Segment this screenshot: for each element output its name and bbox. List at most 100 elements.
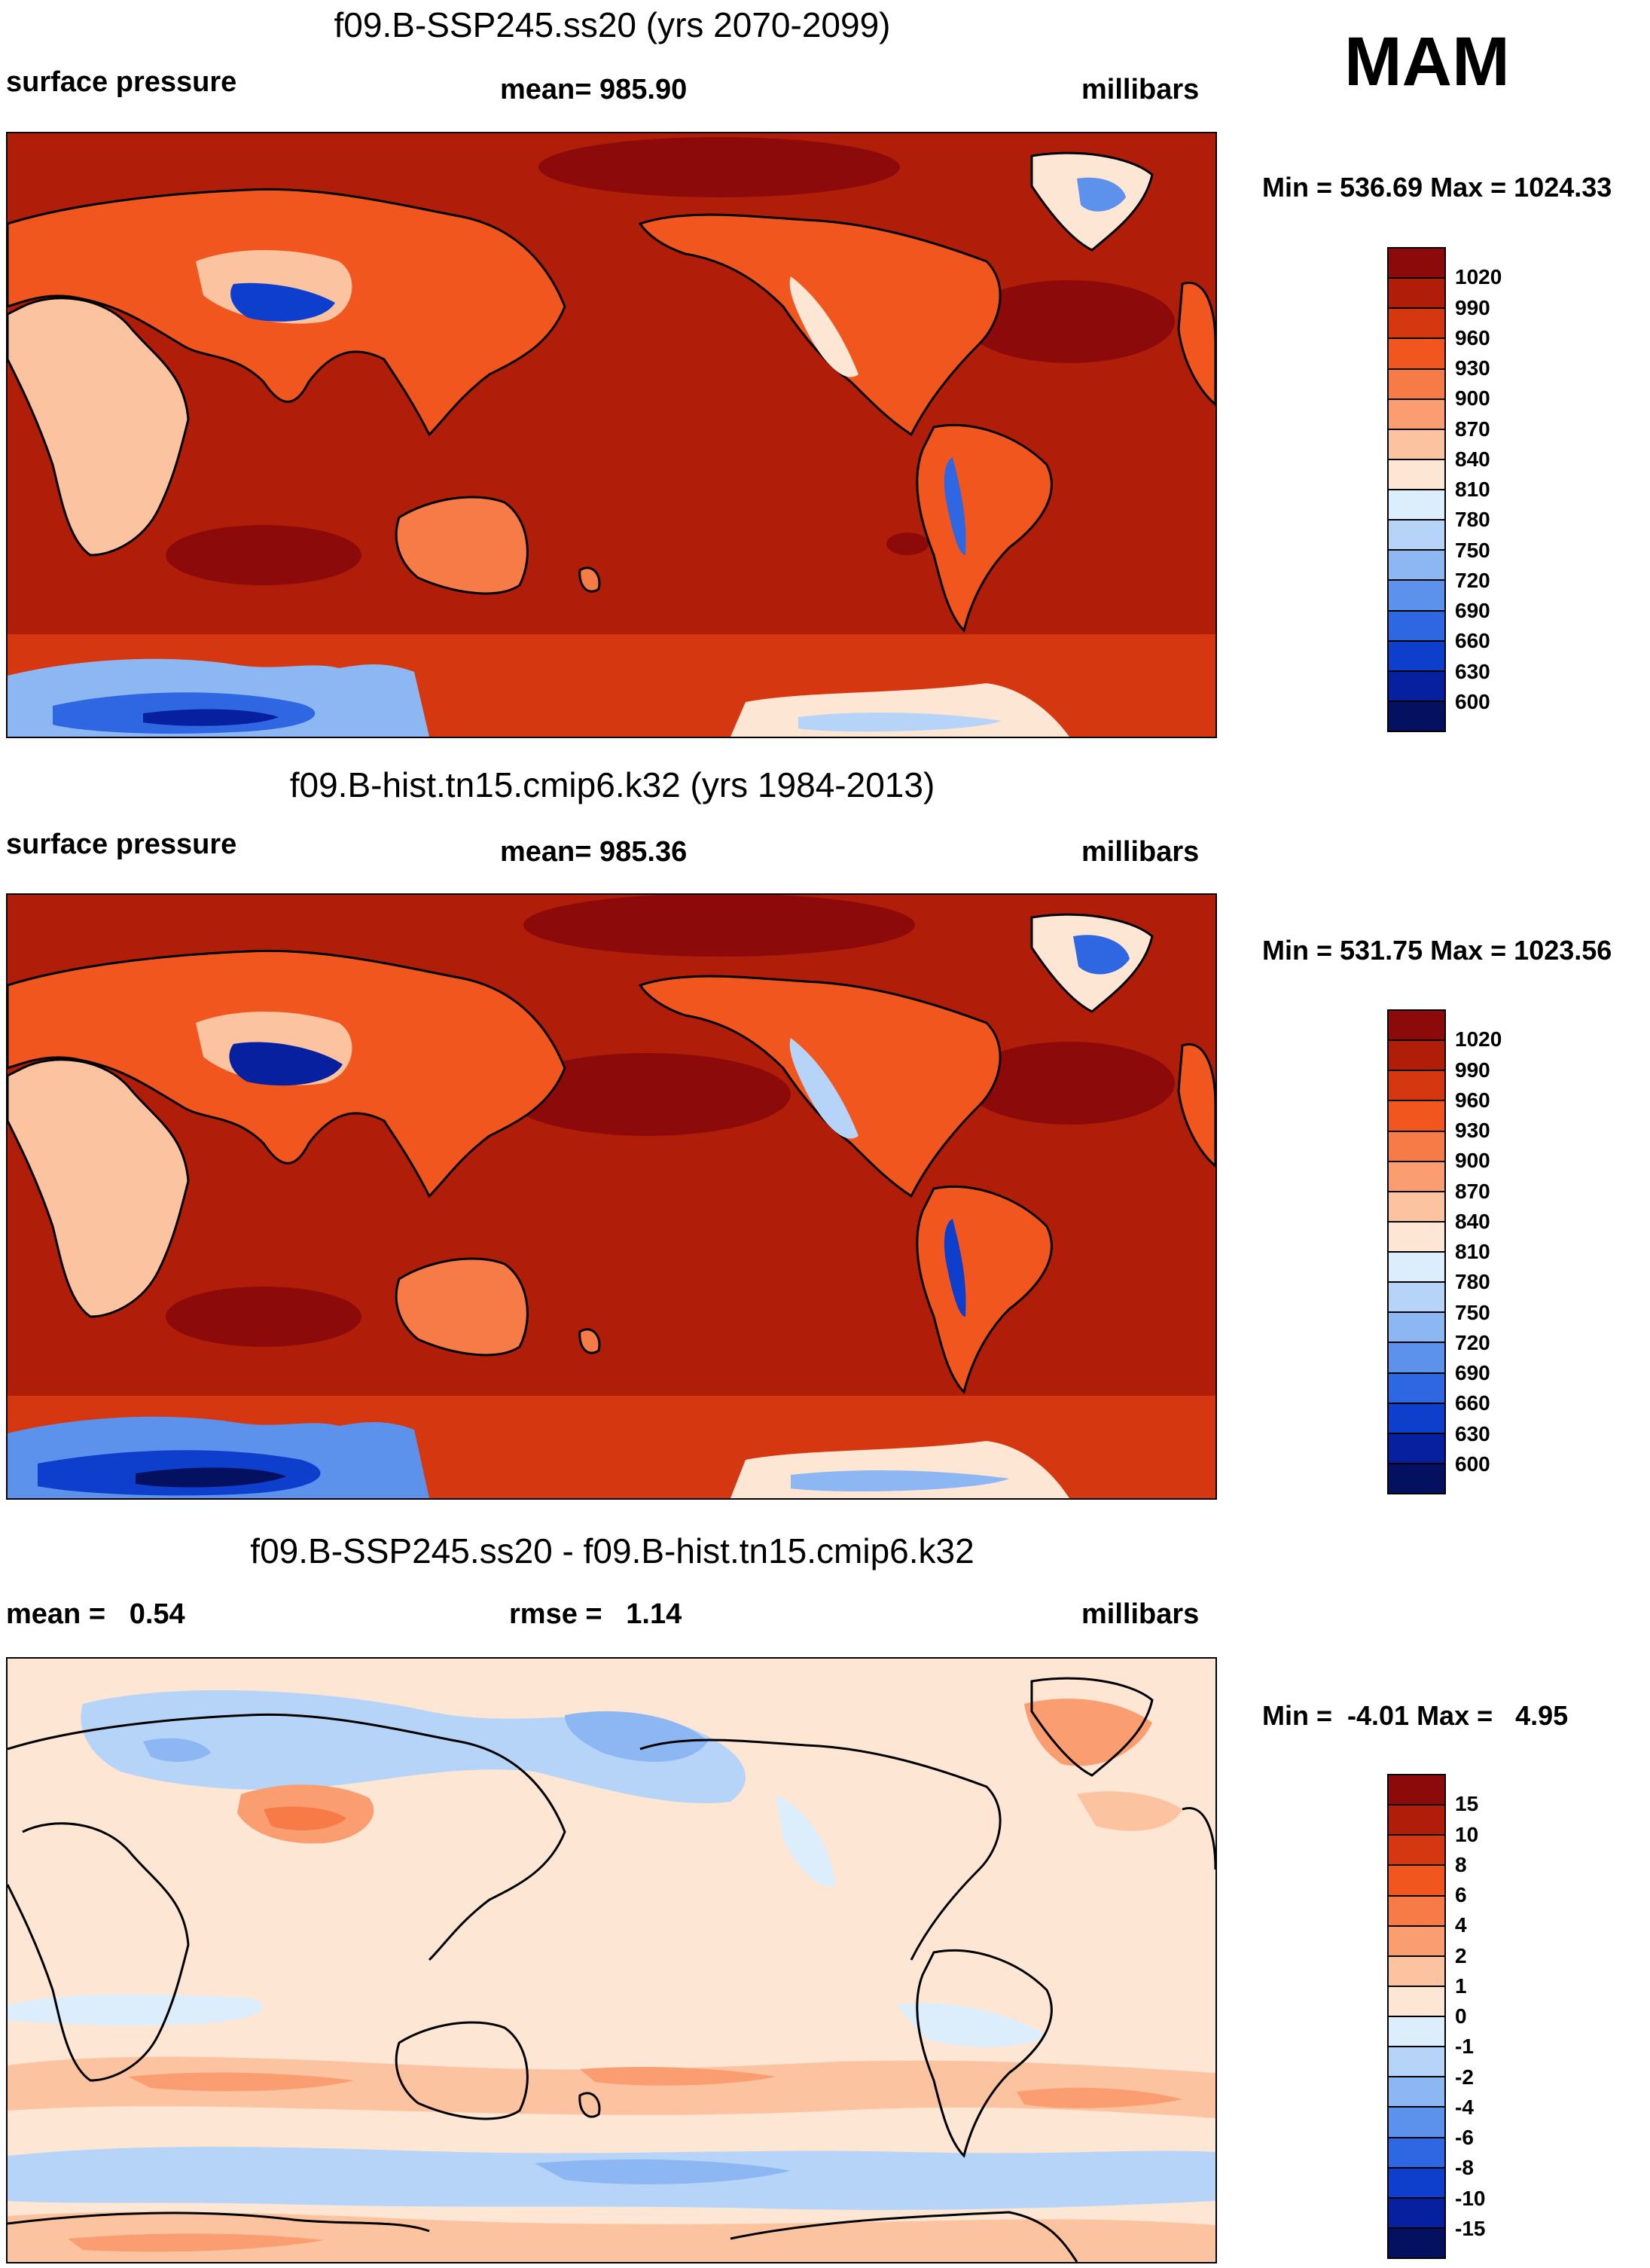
colorbar-1-tick: 960 — [1455, 325, 1490, 350]
antarctica-core — [136, 1467, 286, 1488]
colorbar-2-swatch — [1389, 1433, 1444, 1464]
new-zealand — [578, 1328, 601, 1354]
high-pressure-cell-atlantic — [964, 1042, 1175, 1125]
indian-ocean-negative — [8, 1994, 264, 2026]
colorbar-2-swatch — [1389, 1222, 1444, 1253]
high-pressure-cell-atlantic — [964, 280, 1175, 363]
colorbar-3-tick: -6 — [1455, 2126, 1474, 2149]
colorbar-2-tick: 690 — [1455, 1361, 1490, 1384]
colorbar-1-swatch — [1389, 339, 1444, 370]
colorbar-1-tick: 690 — [1455, 599, 1490, 622]
panel-3-map — [6, 1657, 1217, 2263]
colorbar-1-tick: 1020 — [1455, 265, 1502, 289]
colorbar-1-tick: 870 — [1455, 417, 1490, 441]
colorbar-2-swatch — [1389, 1283, 1444, 1314]
colorbar-1-tick: 840 — [1455, 447, 1490, 471]
antarctica-core — [143, 709, 279, 726]
colorbar-3-swatch — [1389, 1956, 1444, 1987]
rocky-mountains — [789, 1038, 859, 1139]
australia-coastline — [395, 2021, 529, 2120]
colorbar-1-swatch — [1389, 249, 1444, 279]
greenland-positive — [1024, 1699, 1152, 1766]
panel-1-minmax: Min = 536.69 Max = 1024.33 — [1262, 172, 1612, 203]
colorbar-3-tick: -8 — [1455, 2156, 1474, 2180]
colorbar-1-swatch — [1389, 490, 1444, 521]
colorbar-1-tick: 750 — [1455, 538, 1490, 562]
colorbar-3-swatch — [1389, 2198, 1444, 2229]
season-label: MAM — [1344, 23, 1510, 100]
panel-3-left-label: mean = 0.54 — [6, 1598, 185, 1630]
colorbar-3-tick: -10 — [1455, 2186, 1486, 2210]
panel-2-right-label: millibars — [1081, 836, 1200, 868]
central-asia-positive-core — [264, 1806, 346, 1830]
colorbar-3-swatch — [1389, 1775, 1444, 1806]
colorbar-3-tick: -2 — [1455, 2065, 1474, 2089]
south-atlantic-positive-core — [1017, 2087, 1182, 2108]
colorbar-3-tick: 2 — [1455, 1943, 1467, 1967]
new-zealand-coastline — [578, 2092, 601, 2118]
greenland-coastline — [1030, 1677, 1154, 1777]
high-pressure-cell-south-pacific — [886, 533, 929, 555]
rocky-mountains — [789, 276, 859, 377]
colorbar-1-swatch — [1389, 551, 1444, 581]
antarctica-positive — [8, 2212, 1215, 2262]
colorbar-2-swatch — [1389, 1403, 1444, 1434]
high-pressure-cell-arctic — [538, 137, 900, 197]
colorbar-1-swatch — [1389, 279, 1444, 310]
panel-1-center-label: mean= 985.90 — [500, 74, 688, 105]
colorbar-2-tick: 870 — [1455, 1179, 1490, 1203]
panel-2-map — [6, 893, 1217, 1500]
panel-3-minmax: Min = -4.01 Max = 4.95 — [1262, 1700, 1569, 1731]
panel-2-center-label: mean= 985.36 — [500, 836, 688, 868]
southern-ocean-negative-core — [535, 2159, 791, 2184]
colorbar-3-swatch — [1389, 2077, 1444, 2108]
colorbar-3-swatch — [1389, 1806, 1444, 1836]
colorbar-1-swatch — [1389, 399, 1444, 430]
colorbar-1-swatch — [1389, 581, 1444, 612]
europe-edge — [1177, 282, 1215, 406]
colorbar-2-tick: 750 — [1455, 1300, 1490, 1324]
colorbar-3-tick: -1 — [1455, 2034, 1474, 2059]
south-america-coastline — [916, 1949, 1053, 2158]
colorbar-2-swatch — [1389, 1101, 1444, 1132]
colorbar-3-swatch — [1389, 2108, 1444, 2138]
colorbar-2-swatch — [1389, 1161, 1444, 1192]
southern-positive-band — [8, 2056, 1215, 2118]
colorbar-2-swatch — [1389, 1041, 1444, 1072]
colorbar-2-swatch — [1389, 1253, 1444, 1284]
greenland-ice-sheet — [1073, 935, 1130, 975]
colorbar-1-swatch — [1389, 641, 1444, 672]
colorbar-2-tick: 960 — [1455, 1088, 1490, 1112]
panel-1-right-label: millibars — [1081, 74, 1200, 105]
colorbar-3-tick: 15 — [1455, 1792, 1479, 1816]
europe-edge-coastline — [1182, 1807, 1215, 1870]
colorbar-3-tick: -4 — [1455, 2095, 1474, 2119]
high-pressure-cell-north-pacific — [505, 1053, 791, 1136]
colorbar-2-swatch — [1389, 1313, 1444, 1344]
tibetan-plateau — [230, 282, 335, 322]
colorbar-2-tick: 660 — [1455, 1391, 1490, 1415]
antarctica-positive-core — [68, 2233, 324, 2252]
europe-edge — [1177, 1043, 1215, 1168]
colorbar-1-swatch — [1389, 611, 1444, 642]
colorbar-3-swatch — [1389, 1866, 1444, 1897]
colorbar-1-tick: 660 — [1455, 629, 1490, 653]
andes — [944, 457, 966, 555]
colorbar-2-tick: 780 — [1455, 1270, 1490, 1294]
panel-1-map-plot — [8, 133, 1215, 737]
tibetan-plateau — [229, 1042, 343, 1086]
panel-2-map-plot — [8, 895, 1215, 1498]
colorbar-1-tick: 930 — [1455, 356, 1490, 380]
colorbar-1-swatch — [1389, 429, 1444, 460]
antarctica-west-coastline — [8, 2212, 430, 2233]
colorbar-2-tick: 1020 — [1455, 1027, 1502, 1052]
colorbar-1 — [1387, 247, 1446, 732]
colorbar-1-tick: 810 — [1455, 478, 1490, 501]
north-america-coastline — [639, 1738, 1002, 1961]
colorbar-3-swatch — [1389, 2228, 1444, 2257]
colorbar-3-swatch — [1389, 1926, 1444, 1957]
colorbar-3-tick: 1 — [1455, 1973, 1467, 1998]
antarctica-east-coastline — [730, 2211, 1078, 2262]
colorbar-1-labels: 1020 990 960 930 900 870 840 810 780 750… — [1455, 247, 1545, 729]
atlantic-positive — [1077, 1791, 1182, 1831]
